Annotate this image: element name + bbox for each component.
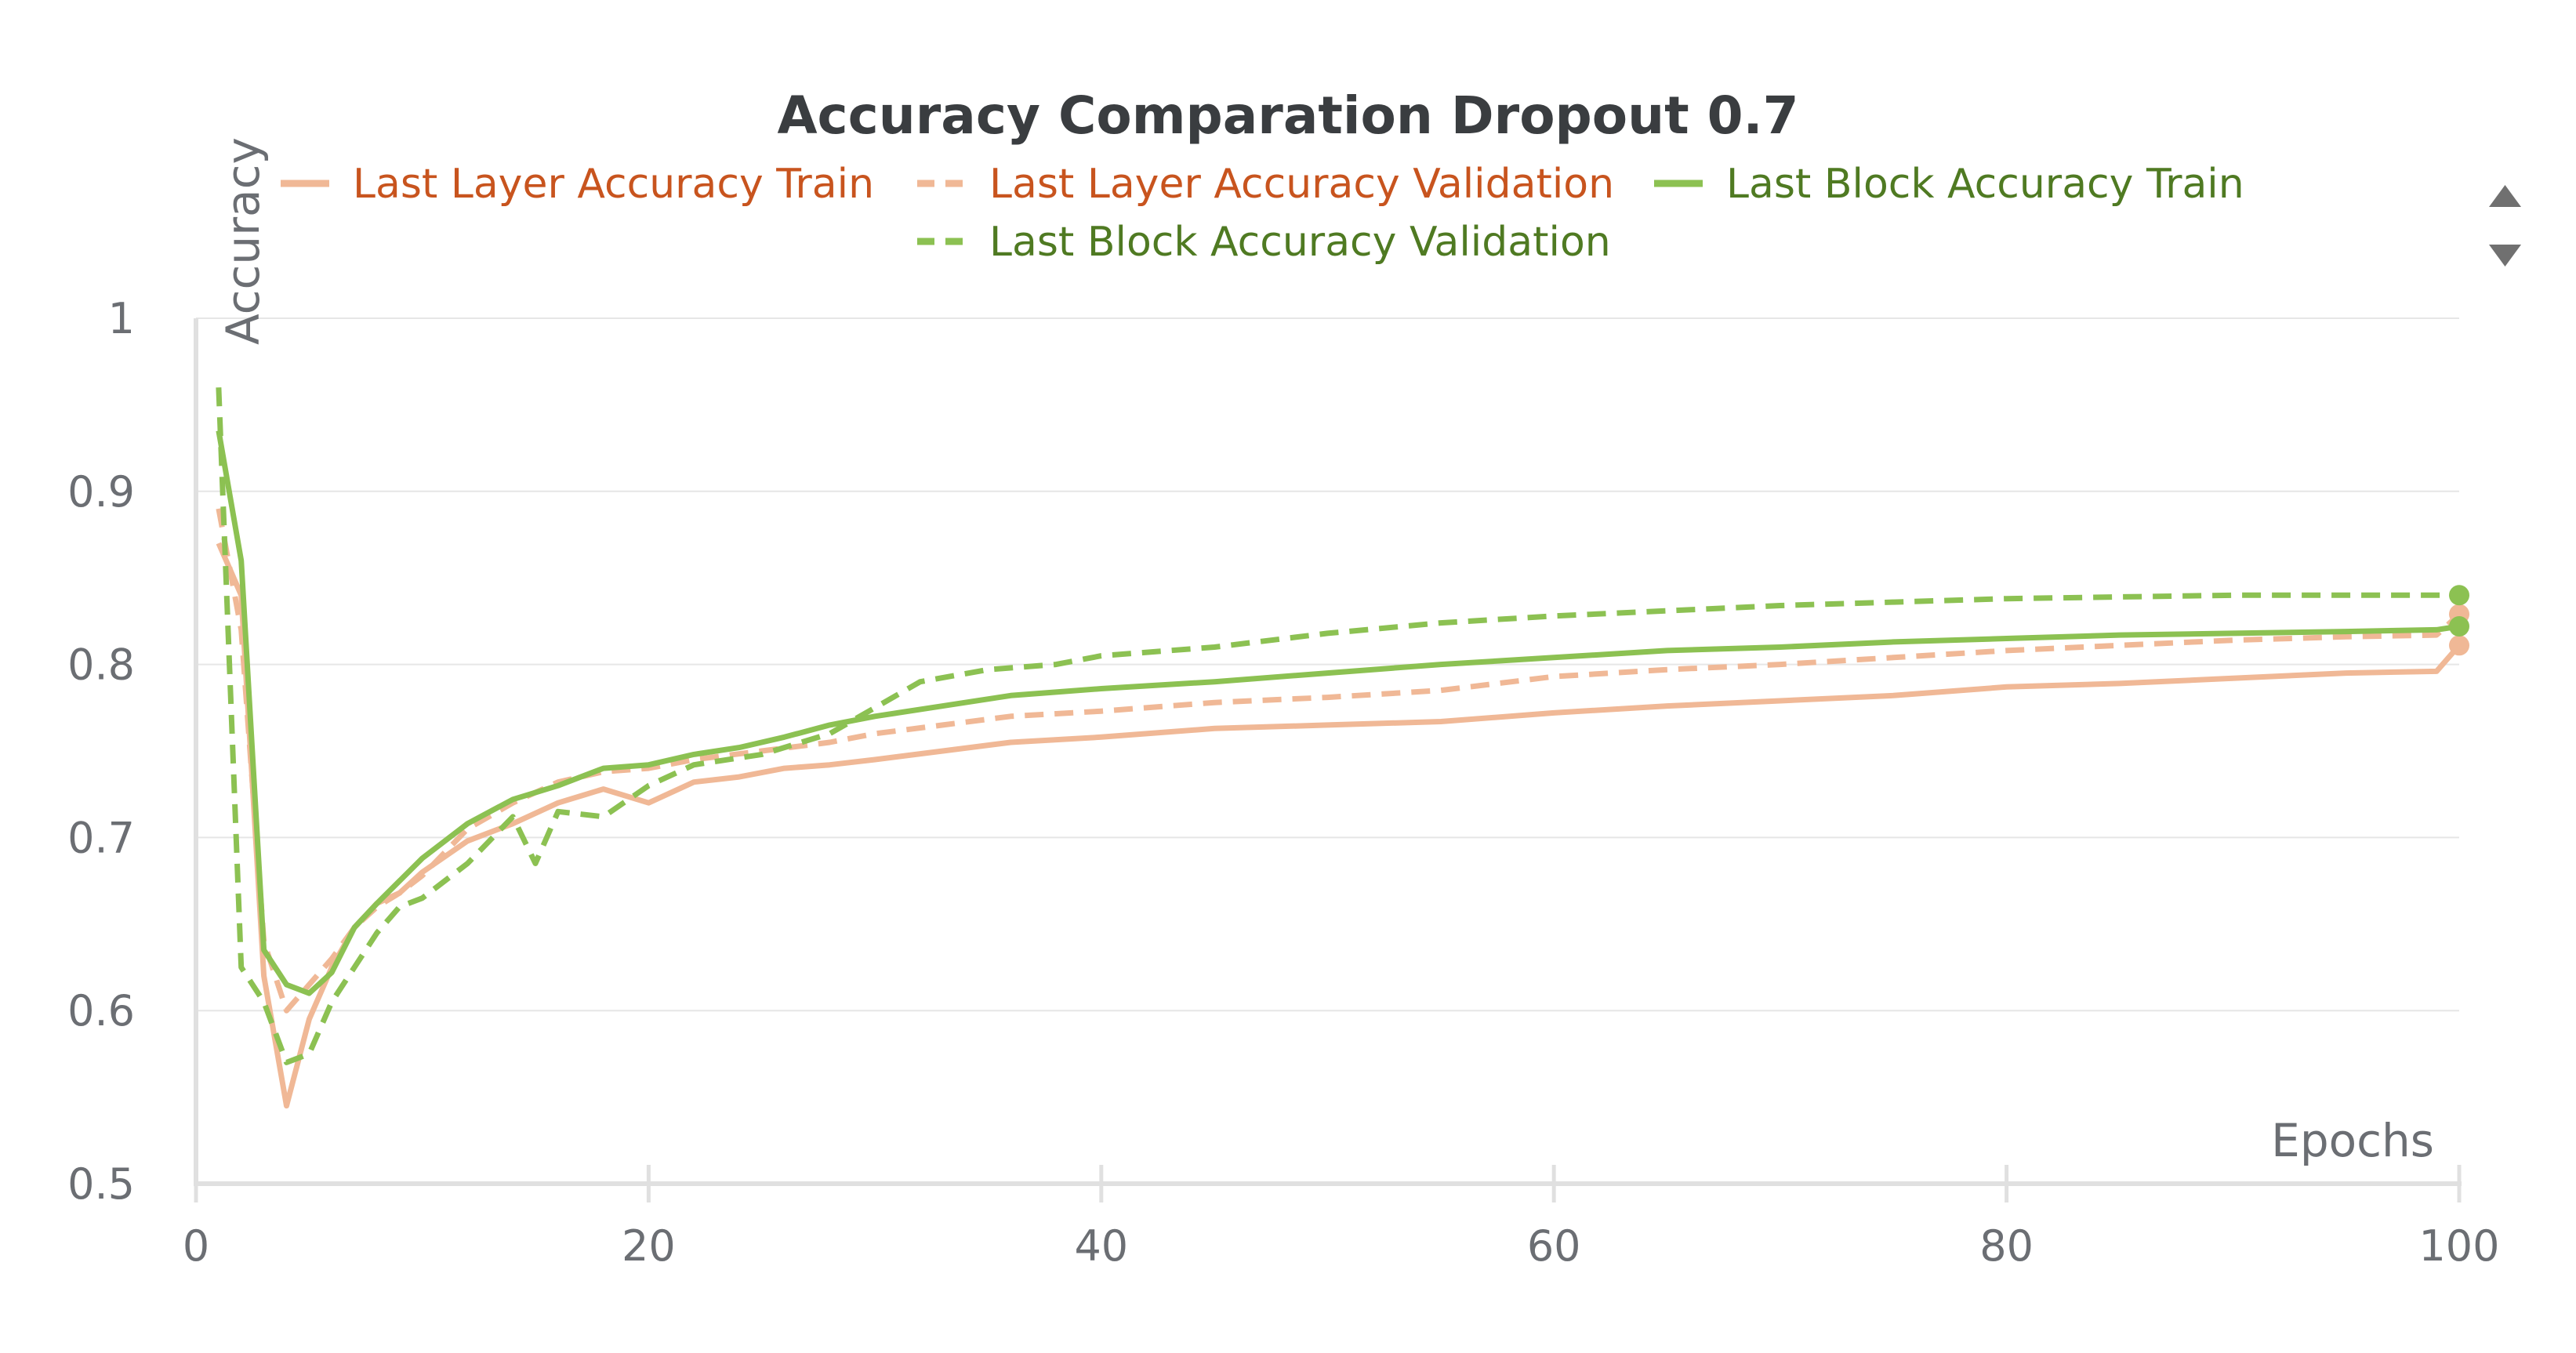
y-axis-label: Accuracy	[216, 137, 270, 345]
legend: Last Layer Accuracy Train Last Layer Accu…	[281, 161, 2244, 266]
series-lines	[216, 387, 2462, 1109]
legend-label: Last Layer Accuracy Validation	[989, 161, 1614, 208]
legend-scroll-control[interactable]	[2489, 185, 2521, 267]
x-tick-label: 20	[622, 1221, 676, 1271]
y-tick-label: 1	[108, 294, 135, 343]
x-tick-label: 40	[1074, 1221, 1128, 1271]
y-tick-label: 0.9	[67, 467, 135, 517]
y-tick-label: 0.6	[67, 986, 135, 1036]
tick-labels: 0 20 40 60 80 100 0.5 0.6 0.7 0.8 0.9 1	[67, 294, 2499, 1271]
series-line-3	[216, 430, 2460, 996]
chart-title: Accuracy Comparation Dropout 0.7	[777, 85, 1798, 146]
legend-item-1[interactable]: Last Layer Accuracy Train	[281, 161, 874, 208]
series-end-point-4	[2449, 585, 2469, 606]
x-tick-label: 0	[183, 1221, 209, 1271]
legend-item-2[interactable]: Last Layer Accuracy Validation	[917, 161, 1614, 208]
y-tick-label: 0.7	[67, 813, 135, 862]
legend-item-3[interactable]: Last Block Accuracy Train	[1654, 161, 2244, 208]
series-line-1	[216, 542, 2462, 1109]
legend-label: Last Block Accuracy Train	[1726, 161, 2244, 208]
series-end-point-3	[2449, 616, 2469, 637]
series-line-4	[216, 387, 2459, 1065]
legend-scroll-down-icon[interactable]	[2489, 245, 2521, 267]
legend-item-4[interactable]: Last Block Accuracy Validation	[917, 219, 1611, 266]
legend-label: Last Block Accuracy Validation	[989, 219, 1611, 266]
series-line-2	[216, 508, 2462, 1014]
axes	[194, 318, 2462, 1202]
gridlines	[196, 317, 2459, 1012]
x-tick-label: 60	[1527, 1221, 1581, 1271]
x-axis-label: Epochs	[2271, 1114, 2434, 1167]
y-tick-label: 0.5	[67, 1159, 135, 1209]
legend-label: Last Layer Accuracy Train	[353, 161, 874, 208]
series-end-markers	[2449, 585, 2469, 656]
x-tick-label: 80	[1979, 1221, 2034, 1271]
legend-scroll-up-icon[interactable]	[2489, 185, 2521, 207]
series-end-point-1	[2449, 635, 2469, 656]
y-tick-label: 0.8	[67, 640, 135, 690]
x-tick-label: 100	[2418, 1221, 2499, 1271]
